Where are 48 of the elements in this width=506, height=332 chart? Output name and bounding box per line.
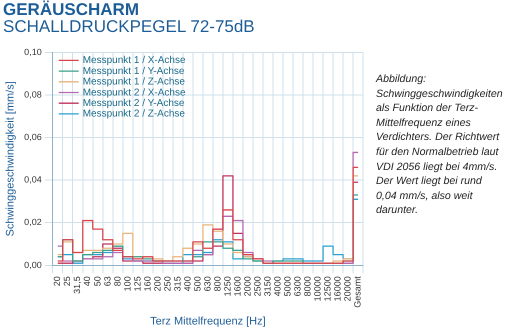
x-tick-label: 315: [172, 276, 182, 292]
x-tick-label: 40: [82, 276, 92, 286]
x-tick-label: 500: [192, 276, 202, 292]
legend-label: Messpunkt 1 / Y-Achse: [82, 66, 185, 77]
legend-label: Messpunkt 2 / X-Achse: [82, 87, 186, 98]
x-axis-title: Terz Mittelfrequenz [Hz]: [150, 315, 266, 328]
chart-subtitle: SCHALLDRUCKPEGEL 72-75dB: [3, 17, 255, 37]
x-tick-label: 80: [112, 276, 122, 286]
y-tick-label: 0,04: [24, 174, 42, 185]
text: Abbildung: Schwinggeschwindigkeiten als Funktion der Terz-Mittelfrequenz eines Verdichters. Der Richtwert für den Normalbetrieb laut VDI 2056 liegt bei 4mm/s. Der Wert liegt bei rund 0,04 mm/s, also weit darunter.: [376, 73, 503, 216]
x-tick-label: 20: [52, 276, 62, 286]
legend-label: Messpunkt 1 / Z-Achse: [82, 76, 186, 88]
x-tick-label: 160: [142, 276, 152, 292]
x-tick-label: 50: [92, 276, 102, 286]
x-tick-label: 2500: [252, 276, 262, 296]
x-tick-label: 630: [202, 276, 212, 292]
x-tick-label: 1600: [232, 276, 242, 296]
x-tick-label: 400: [182, 276, 192, 292]
x-tick-label: 20000: [342, 276, 353, 302]
y-tick-label: 0,10: [24, 46, 42, 57]
y-axis-title: Schwinggeschwindigkeit [mm/s]: [4, 81, 17, 236]
y-tick-label: 0,02: [24, 217, 42, 228]
x-tick-label: 25: [62, 276, 72, 286]
y-tick-label: 0,06: [24, 132, 42, 142]
x-tick-label: 4000: [272, 276, 282, 296]
y-tick-label: 0,00: [24, 260, 42, 270]
x-tick-label: 10000: [312, 276, 323, 302]
x-tick-label: 12500: [322, 276, 333, 302]
legend-label: Messpunkt 2 / Z-Achse: [82, 108, 186, 120]
x-tick-label: 1250: [222, 276, 232, 296]
x-tick-label: 2000: [242, 276, 252, 296]
x-tick-label: 800: [212, 276, 222, 292]
x-tick-label: 100: [122, 276, 132, 292]
legend-label: Messpunkt 2 / Y-Achse: [82, 98, 185, 109]
x-tick-label: 200: [152, 276, 162, 292]
x-tick-label: 125: [132, 276, 142, 292]
x-tick-label: 3150: [262, 276, 272, 296]
y-tick-label: 0,08: [24, 89, 42, 100]
x-tick-label: Gesamt: [352, 276, 363, 308]
x-tick-label: 6300: [292, 276, 303, 296]
x-tick-label: 63: [102, 276, 112, 286]
x-tick-label: 5000: [282, 276, 292, 296]
x-tick-label: 250: [162, 276, 172, 292]
x-tick-label: 16000: [332, 276, 343, 302]
legend-label: Messpunkt 1 / X-Achse: [82, 55, 186, 66]
x-tick-label: 31,5: [72, 276, 82, 294]
x-tick-label: 8000: [302, 276, 313, 296]
chart-title: GERÄUSCHARM: [3, 0, 139, 20]
